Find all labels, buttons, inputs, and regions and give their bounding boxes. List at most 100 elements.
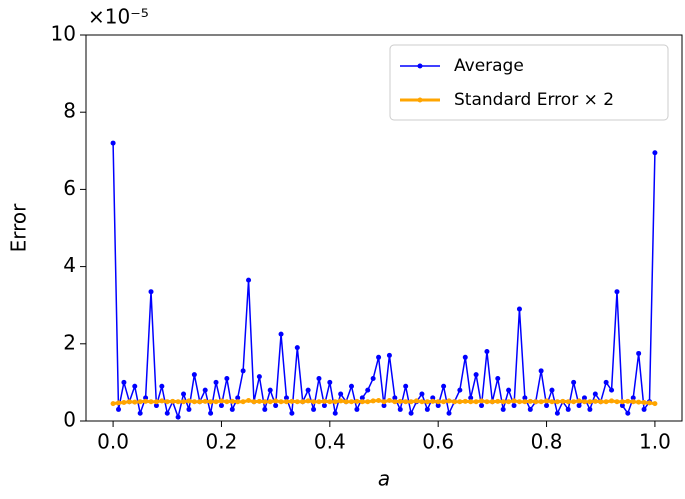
data-point (153, 399, 159, 405)
data-point (224, 399, 230, 405)
data-point (240, 368, 246, 374)
data-point (473, 372, 479, 378)
data-point (592, 391, 598, 397)
data-point (376, 398, 382, 404)
legend-label: Standard Error × 2 (454, 90, 614, 110)
y-tick-label: 10 (51, 22, 76, 46)
data-point (619, 403, 625, 409)
legend-label: Average (454, 56, 524, 76)
data-point (609, 398, 615, 404)
legend-box (389, 44, 669, 121)
data-point (516, 306, 522, 312)
data-point (451, 399, 457, 405)
data-point (397, 406, 403, 412)
x-axis-label: a (378, 467, 390, 491)
data-point (544, 403, 550, 409)
data-point (538, 399, 544, 405)
x-tick-label: 1.0 (639, 430, 671, 454)
data-point (484, 399, 490, 405)
data-point (126, 399, 132, 405)
plot-frame (85, 34, 683, 422)
data-point (587, 406, 593, 412)
data-point (370, 398, 376, 404)
data-point (283, 399, 289, 405)
data-point (294, 399, 300, 405)
data-point (153, 403, 159, 409)
data-point (381, 403, 387, 409)
y-tick-label: 8 (63, 99, 76, 123)
data-point (327, 399, 333, 405)
data-point (441, 383, 447, 389)
data-point (338, 391, 344, 397)
data-point (603, 379, 609, 385)
data-point (311, 406, 317, 412)
data-point (218, 403, 224, 409)
data-point (191, 399, 197, 405)
y-offset-label: ×10⁻⁵ (88, 5, 149, 29)
data-point (419, 399, 425, 405)
data-point (506, 399, 512, 405)
data-point (197, 399, 203, 405)
data-point (365, 387, 371, 393)
data-point (121, 399, 127, 405)
data-point (500, 399, 506, 405)
data-point (175, 414, 181, 420)
data-point (132, 399, 138, 405)
data-point (148, 399, 154, 405)
data-point (132, 383, 138, 389)
data-point (251, 399, 257, 405)
data-point (137, 410, 143, 416)
data-point (630, 399, 636, 405)
data-point (110, 401, 116, 407)
data-point (457, 399, 463, 405)
data-point (170, 398, 176, 404)
data-point (376, 354, 382, 360)
data-point (641, 406, 647, 412)
data-point (397, 398, 403, 404)
data-point (240, 399, 246, 405)
data-point (348, 383, 354, 389)
data-point (300, 399, 306, 405)
legend-marker (417, 63, 423, 69)
data-point (614, 289, 620, 295)
data-point (289, 398, 295, 404)
data-point (202, 387, 208, 393)
data-point (560, 398, 566, 404)
data-point (408, 399, 414, 405)
data-point (646, 400, 652, 406)
data-point (354, 406, 360, 412)
data-point (484, 349, 490, 355)
data-point (294, 345, 300, 351)
data-point (354, 398, 360, 404)
data-point (419, 391, 425, 397)
data-point (338, 398, 344, 404)
data-point (392, 395, 398, 401)
data-point (462, 398, 468, 404)
data-point (538, 368, 544, 374)
data-point (159, 398, 165, 404)
data-point (256, 398, 262, 404)
data-point (121, 379, 127, 385)
data-point (554, 410, 560, 416)
data-point (321, 403, 327, 409)
data-point (359, 399, 365, 405)
data-point (208, 410, 214, 416)
data-point (186, 398, 192, 404)
data-point (116, 406, 122, 412)
data-point (571, 379, 577, 385)
data-point (332, 410, 338, 416)
data-point (441, 399, 447, 405)
data-point (213, 399, 219, 405)
data-point (489, 399, 495, 405)
data-point (278, 399, 284, 405)
y-tick-label: 2 (63, 330, 76, 354)
data-point (235, 395, 241, 401)
data-point (636, 350, 642, 356)
data-point (636, 399, 642, 405)
data-point (359, 395, 365, 401)
data-point (511, 398, 517, 404)
data-point (587, 399, 593, 405)
data-point (581, 395, 587, 401)
data-point (392, 399, 398, 405)
data-point (435, 399, 441, 405)
